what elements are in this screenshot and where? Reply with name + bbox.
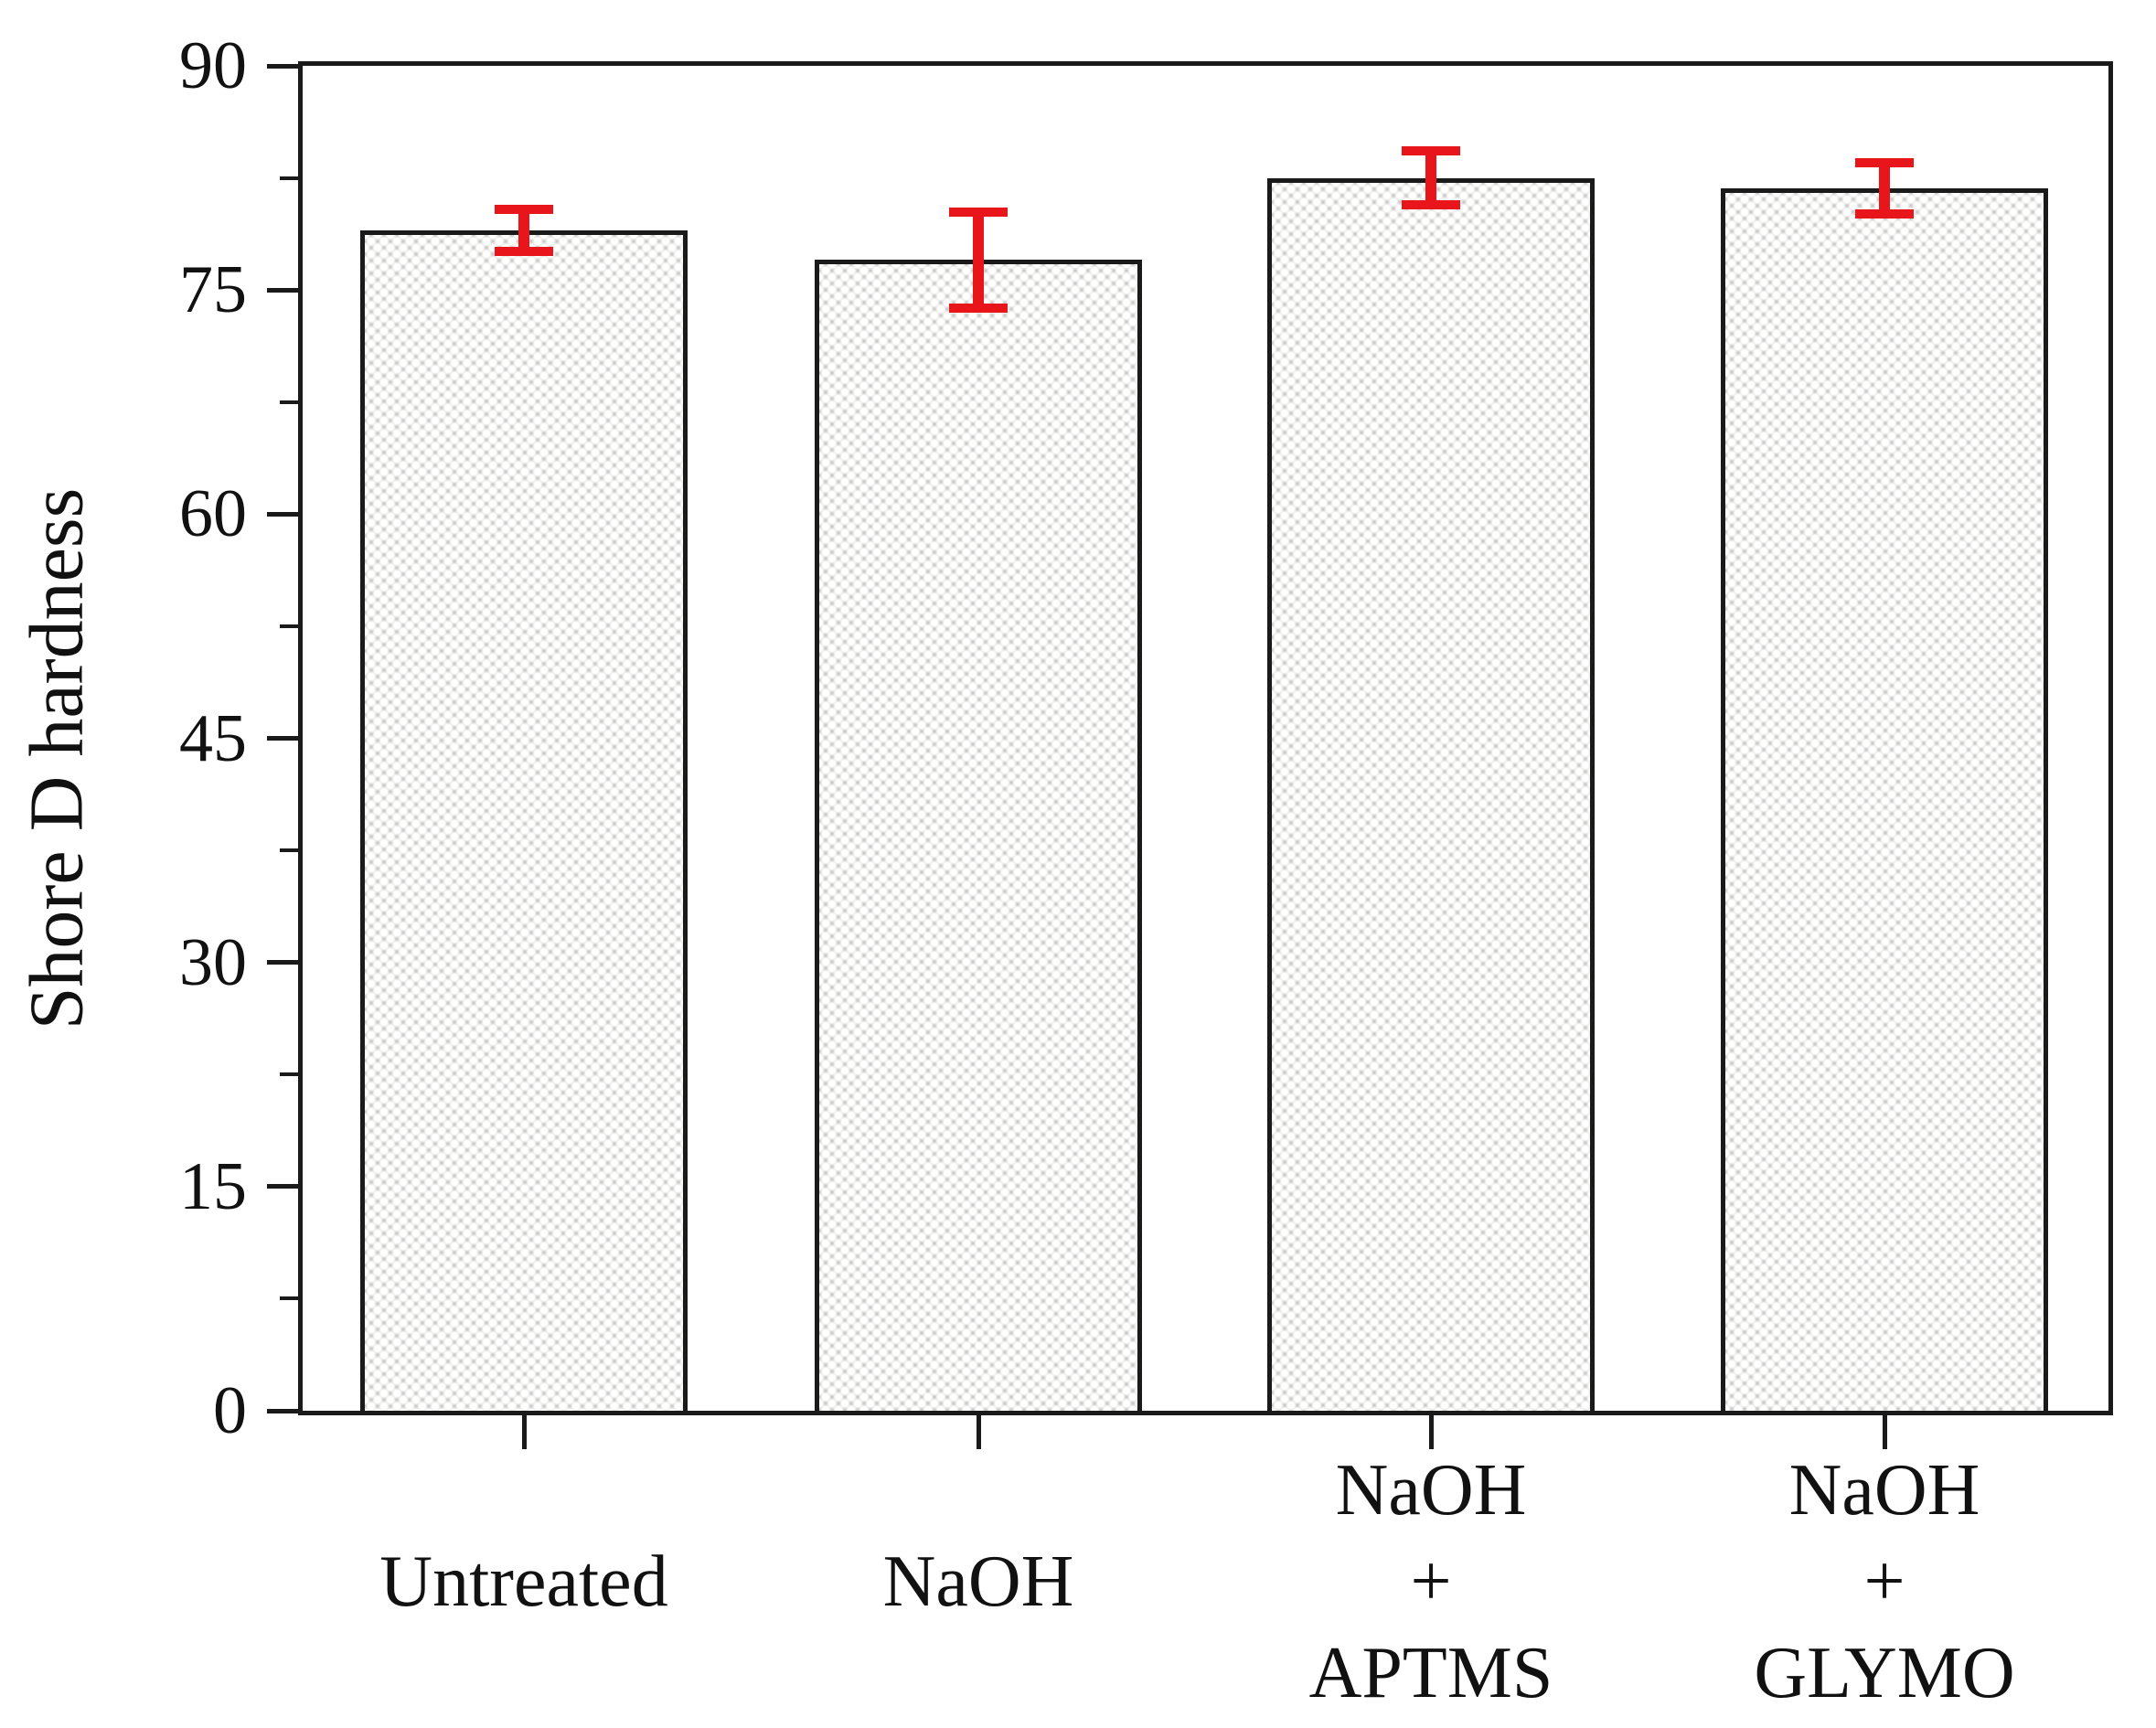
- x-category-label-line: NaOH: [882, 1541, 1074, 1622]
- bar-naoh-glymo: [1721, 188, 2048, 1411]
- y-tick-label-90: 90: [179, 28, 247, 103]
- x-category-label-line: GLYMO: [1754, 1633, 2015, 1713]
- x-category-label-naoh-aptms: NaOH + APTMS: [1193, 1445, 1669, 1719]
- error-bar-naoh-aptms: [1402, 146, 1460, 209]
- error-bar-naoh: [949, 208, 1008, 313]
- y-major-tick-90: [267, 63, 298, 69]
- bar-untreated: [360, 229, 688, 1411]
- y-minor-tick-22.5: [280, 1072, 298, 1077]
- y-minor-tick-7.5: [280, 1296, 298, 1301]
- y-tick-label-30: 30: [179, 924, 247, 1000]
- x-tick-naoh-aptms: [1428, 1415, 1434, 1449]
- error-bar-naoh-glymo: [1855, 158, 1914, 219]
- y-major-tick-75: [267, 287, 298, 293]
- error-bar-line: [1425, 155, 1436, 200]
- plot-area: [298, 61, 2113, 1415]
- y-major-tick-45: [267, 736, 298, 741]
- y-major-tick-0: [267, 1408, 298, 1413]
- x-tick-untreated: [521, 1415, 527, 1449]
- y-tick-label-0: 0: [213, 1373, 247, 1448]
- y-major-tick-30: [267, 960, 298, 965]
- x-category-label-line: Untreated: [379, 1541, 668, 1622]
- y-major-tick-60: [267, 511, 298, 517]
- x-category-label-naoh-glymo: NaOH + GLYMO: [1647, 1445, 2122, 1719]
- y-tick-label-15: 15: [179, 1148, 247, 1224]
- error-bar-line: [1879, 167, 1890, 209]
- y-tick-label-75: 75: [179, 252, 247, 328]
- y-tick-label-60: 60: [179, 476, 247, 552]
- error-bar-untreated: [495, 205, 553, 256]
- error-bar-line: [518, 214, 529, 247]
- x-category-label-line: +: [1410, 1541, 1452, 1622]
- x-category-label-line: NaOH: [1335, 1450, 1527, 1531]
- x-category-label-line: +: [1863, 1541, 1905, 1622]
- x-tick-naoh-glymo: [1882, 1415, 1887, 1449]
- x-category-label-untreated: Untreated: [286, 1536, 762, 1627]
- x-tick-naoh: [976, 1415, 981, 1449]
- y-minor-tick-82.5: [280, 176, 298, 180]
- x-category-label-naoh: NaOH: [741, 1536, 1216, 1627]
- x-category-label-line: NaOH: [1788, 1450, 1980, 1531]
- y-minor-tick-52.5: [280, 624, 298, 628]
- bar-naoh-aptms: [1267, 177, 1595, 1411]
- x-category-label-line: APTMS: [1308, 1633, 1553, 1713]
- y-minor-tick-37.5: [280, 848, 298, 853]
- bar-naoh: [815, 260, 1142, 1411]
- y-major-tick-15: [267, 1184, 298, 1189]
- y-minor-tick-67.5: [280, 400, 298, 404]
- error-bar-line: [973, 217, 984, 304]
- y-tick-label-45: 45: [179, 700, 247, 776]
